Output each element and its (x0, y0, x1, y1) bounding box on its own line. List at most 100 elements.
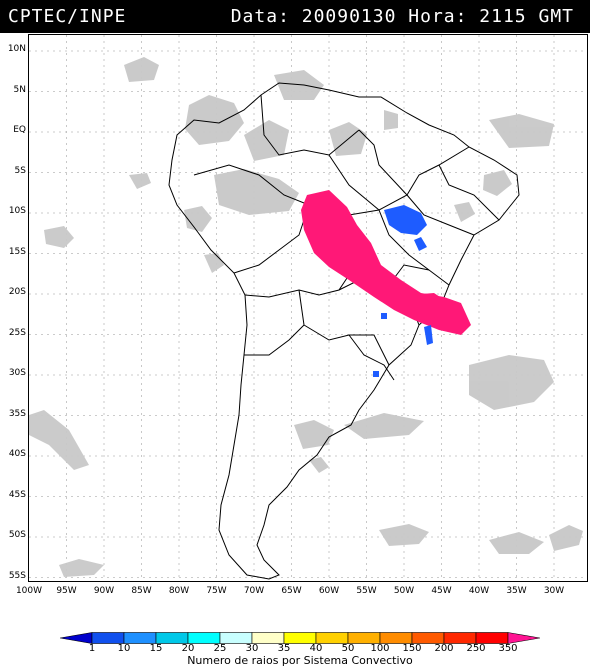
convective-system-low (414, 237, 427, 251)
lat-label: 5N (13, 84, 26, 95)
cloud-patch (129, 173, 151, 189)
cloud-patch (59, 559, 104, 577)
lon-label: 55W (356, 586, 377, 596)
lat-label: 50S (8, 530, 26, 540)
colorbar-segment (315, 632, 349, 644)
cloud-patch (244, 120, 289, 161)
lon-label: 40W (468, 586, 490, 596)
colorbar-title: Numero de raios por Sistema Convectivo (187, 654, 413, 667)
lon-label: 65W (281, 586, 302, 596)
lon-label: 85W (131, 586, 152, 596)
colorbar-tick-label: 35 (277, 643, 291, 654)
cloud-patch (214, 169, 299, 215)
coastlines-and-borders (168, 82, 520, 580)
cloud-patch (124, 57, 159, 82)
cloud-patch (294, 420, 334, 449)
colorbar-tick-label: 100 (370, 643, 390, 654)
cloud-patch (489, 114, 554, 148)
country-border (348, 334, 395, 381)
convective-system-low (424, 325, 433, 345)
lon-label: 35W (506, 586, 527, 596)
lon-label: 45W (431, 586, 452, 596)
cloud-patch (344, 413, 424, 439)
cloud-patch (44, 226, 74, 248)
colorbar-tick-label: 15 (149, 643, 163, 654)
colorbar-tick-label: 250 (466, 643, 486, 654)
colorbar-tick-label: 40 (309, 643, 323, 654)
cloud-patch (379, 524, 429, 546)
country-border (244, 274, 350, 298)
lat-label: 20S (8, 287, 26, 297)
source-label: CPTEC/INPE (8, 6, 127, 27)
lon-label: 90W (93, 586, 115, 596)
south-america-map (29, 35, 587, 581)
lon-label: 60W (318, 586, 340, 596)
colorbar-segment (411, 632, 445, 644)
colorbar-segment (219, 632, 253, 644)
cloud-cover (29, 57, 583, 577)
country-border (260, 94, 360, 156)
cloud-patch (549, 525, 583, 551)
lat-label: EQ (13, 125, 26, 135)
cloud-patch (483, 170, 512, 196)
cloud-patch (184, 206, 212, 232)
colorbar-tick-label: 30 (245, 643, 259, 654)
cloud-patch (454, 202, 475, 222)
colorbar-segment (475, 632, 509, 644)
convective-system-high (409, 293, 449, 320)
colorbar-segment (347, 632, 381, 644)
country-border (193, 164, 310, 206)
cloud-patch (489, 532, 544, 554)
lon-label: 80W (168, 586, 190, 596)
colorbar (60, 632, 540, 644)
colorbar-segment (187, 632, 221, 644)
cloud-patch (309, 457, 329, 473)
colorbar-segment (443, 632, 477, 644)
colorbar-segment (91, 632, 125, 644)
colorbar-tick-label: 20 (181, 643, 195, 654)
colorbar-tick-label: 200 (434, 643, 454, 654)
cloud-patch (469, 355, 554, 410)
lon-label: 75W (206, 586, 227, 596)
colorbar-tick-label: 10 (117, 643, 131, 654)
colorbar-tick-label: 1 (88, 643, 96, 654)
cloud-patch (185, 95, 244, 145)
lightning-systems (301, 190, 471, 377)
lon-label: 30W (543, 586, 565, 596)
map-panel[interactable] (28, 34, 588, 582)
lat-label: 55S (8, 570, 26, 581)
colorbar-tick-label: 25 (213, 643, 227, 654)
colorbar-segment (60, 632, 93, 644)
datetime-label: Data: 20090130 Hora: 2115 GMT (230, 6, 574, 27)
lat-label: 35S (8, 408, 26, 419)
colorbar-segment (155, 632, 189, 644)
colorbar-segment (379, 632, 413, 644)
convective-system-low (373, 371, 379, 377)
cloud-patch (204, 253, 224, 273)
lat-label: 10S (8, 206, 26, 216)
colorbar-segment (507, 632, 540, 644)
country-border (298, 289, 390, 366)
cloud-patch (384, 110, 398, 130)
lat-label: 5S (14, 165, 26, 176)
convective-system-low (381, 313, 387, 319)
convective-system-low (384, 205, 427, 235)
state-border (358, 129, 408, 196)
country-border (244, 324, 305, 356)
country-border (233, 204, 310, 274)
lon-label: 95W (56, 586, 77, 596)
colorbar-segment (251, 632, 285, 644)
lat-label: 15S (8, 246, 26, 257)
state-border (438, 164, 500, 221)
lat-label: 45S (8, 489, 26, 500)
title-bar: CPTEC/INPE Data: 20090130 Hora: 2115 GMT (0, 0, 590, 33)
colorbar-segment (283, 632, 317, 644)
colorbar-tick-label: 50 (341, 643, 355, 654)
state-border (406, 194, 475, 236)
cloud-patch (29, 410, 89, 470)
state-border (328, 154, 380, 211)
state-border (378, 209, 450, 286)
colorbar-tick-label: 350 (498, 643, 518, 654)
lat-label: 30S (8, 368, 26, 378)
colorbar-segment (123, 632, 157, 644)
